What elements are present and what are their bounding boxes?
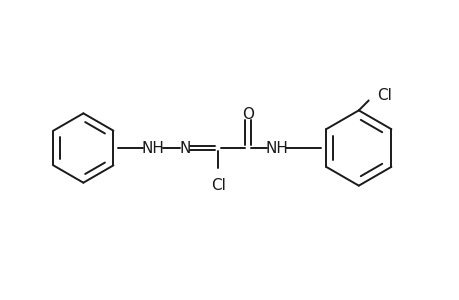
Text: NH: NH (141, 140, 164, 155)
Text: NH: NH (264, 140, 287, 155)
Text: O: O (241, 107, 253, 122)
Text: Cl: Cl (210, 178, 225, 193)
Text: N: N (179, 140, 190, 155)
Text: Cl: Cl (376, 88, 391, 103)
